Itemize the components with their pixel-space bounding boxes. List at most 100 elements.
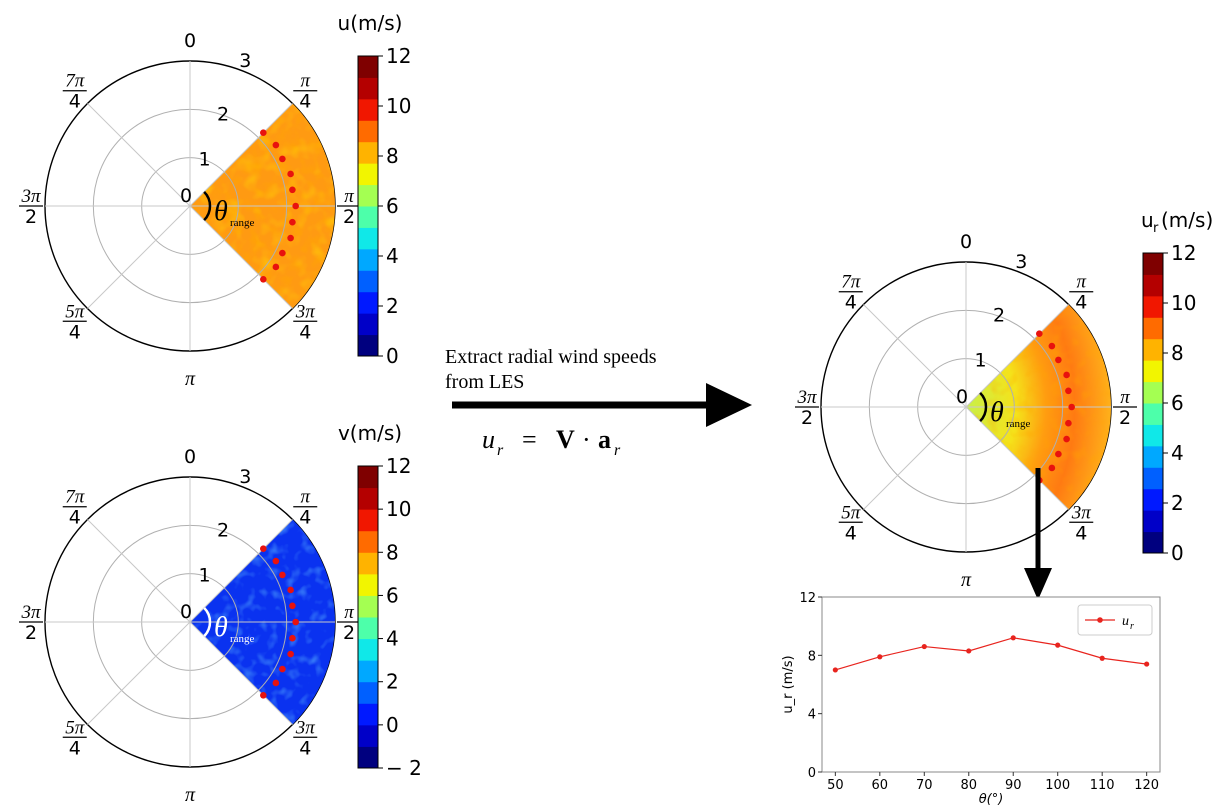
angle-label-0: 0	[184, 446, 196, 468]
colorbar-band	[1143, 510, 1163, 533]
colorbar-band	[1143, 531, 1163, 554]
scan-point	[272, 263, 280, 271]
scan-point	[287, 650, 294, 658]
colorbar-unit: u(m/s)	[338, 11, 403, 35]
angle-num-q3: 3π	[1071, 502, 1092, 523]
angle-den-q7: 4	[69, 91, 81, 113]
angle-fraction-q7: 7π4	[62, 487, 87, 529]
angle-den-q5: 4	[845, 522, 857, 544]
scan-point	[1036, 330, 1043, 337]
equation: u r = V · a r	[482, 425, 621, 459]
polar-spoke	[189, 621, 293, 725]
scan-point	[289, 602, 296, 610]
angle-label-pi: π	[185, 784, 196, 806]
angle-den-q1: 4	[299, 91, 311, 113]
theta-arc	[203, 606, 212, 638]
angle-den-q1: 4	[1075, 292, 1087, 314]
colorbar-band	[358, 56, 378, 78]
colorbar-band	[358, 141, 378, 164]
series-line-ur	[835, 637, 1147, 671]
angle-den-q7: 4	[69, 507, 81, 529]
radial-label-2: 2	[993, 305, 1005, 327]
angle-num-q6: 3π	[20, 602, 41, 623]
scan-point	[272, 557, 280, 565]
scan-point	[279, 155, 286, 163]
angle-fraction-q3: 3π4	[1069, 502, 1094, 544]
legend-label: u	[1122, 614, 1129, 629]
angle-fraction-q5: 5π4	[62, 717, 87, 759]
scan-point	[1068, 403, 1075, 411]
colorbar-band	[1143, 253, 1163, 275]
down-arrow	[1024, 468, 1052, 600]
colorbar-label: 6	[1171, 391, 1184, 415]
angle-label-pi: π	[961, 569, 972, 591]
data-point	[921, 643, 927, 650]
scan-point	[260, 545, 267, 552]
theta-label: θ	[214, 612, 228, 643]
y-tick-label: 0	[808, 766, 816, 781]
eq-a-sub: r	[614, 442, 621, 459]
scan-point	[1048, 342, 1056, 350]
colorbar-band	[358, 638, 378, 661]
angle-den-q3: 4	[1075, 522, 1087, 544]
scan-point	[1048, 464, 1056, 472]
angle-den-q3: 4	[299, 321, 311, 343]
eq-dot: ·	[582, 425, 591, 454]
arrow-caption-line2: from LES	[445, 371, 524, 393]
scan-point	[260, 276, 267, 283]
angle-fraction-q7: 7π4	[62, 71, 87, 113]
radial-label-1: 1	[198, 148, 210, 170]
y-axis-label: u_r (m/s)	[781, 655, 796, 713]
angle-fraction-q1: π4	[1069, 272, 1094, 314]
colorbar-band	[358, 681, 378, 704]
angle-fraction-q5: 5π4	[838, 502, 863, 544]
colorbar-band	[1143, 403, 1163, 425]
polar-spoke	[965, 406, 1069, 510]
colorbar-unit-tail: (m/s)	[1161, 208, 1213, 232]
angle-num-q2: π	[344, 602, 354, 623]
colorbar-band	[358, 617, 378, 640]
polar-spoke	[87, 519, 191, 623]
colorbar-label: 8	[1171, 341, 1184, 365]
angle-den-q6: 2	[25, 622, 37, 644]
scan-point	[260, 129, 267, 136]
angle-num-q3: 3π	[295, 717, 316, 738]
colorbar-band	[358, 98, 378, 121]
scan-point	[287, 234, 294, 242]
colorbar-label: − 2	[386, 756, 422, 780]
x-tick-label: 120	[1134, 778, 1159, 793]
radial-label-3: 3	[239, 466, 251, 488]
colorbar-label: 12	[386, 44, 411, 68]
colorbar-band	[358, 227, 378, 250]
colorbar-label: 10	[1171, 291, 1196, 315]
colorbar-band	[1143, 381, 1163, 404]
colorbar-label: 12	[386, 454, 411, 478]
colorbar-band	[358, 703, 378, 726]
theta-label: θ	[214, 196, 228, 227]
colorbar-band	[358, 270, 378, 293]
angle-fraction-q3: 3π4	[293, 301, 318, 343]
data-point	[1010, 635, 1016, 641]
angle-label-pi: π	[185, 368, 196, 390]
arrow-caption-line1: Extract radial wind speeds	[445, 346, 657, 368]
x-tick-label: 60	[872, 778, 889, 793]
colorbar-band	[358, 660, 378, 683]
theta-subscript: range	[1006, 418, 1031, 430]
legend-label-sub: r	[1130, 621, 1134, 632]
scan-point	[292, 202, 299, 210]
radial-label-1: 1	[974, 349, 986, 371]
radial-label-0: 0	[180, 601, 192, 623]
angle-num-q5: 5π	[65, 717, 85, 738]
angle-fraction-q1: π4	[293, 487, 318, 529]
colorbar-band	[358, 313, 378, 336]
colorbar-label: 8	[386, 144, 399, 168]
scan-point	[1063, 371, 1070, 379]
scan-point	[289, 218, 296, 226]
colorbar-label: 2	[386, 294, 399, 318]
data-point	[1144, 661, 1150, 667]
angle-num-q6: 3π	[20, 186, 41, 207]
colorbar-label: 6	[386, 194, 399, 218]
x-tick-label: 90	[1005, 778, 1022, 793]
